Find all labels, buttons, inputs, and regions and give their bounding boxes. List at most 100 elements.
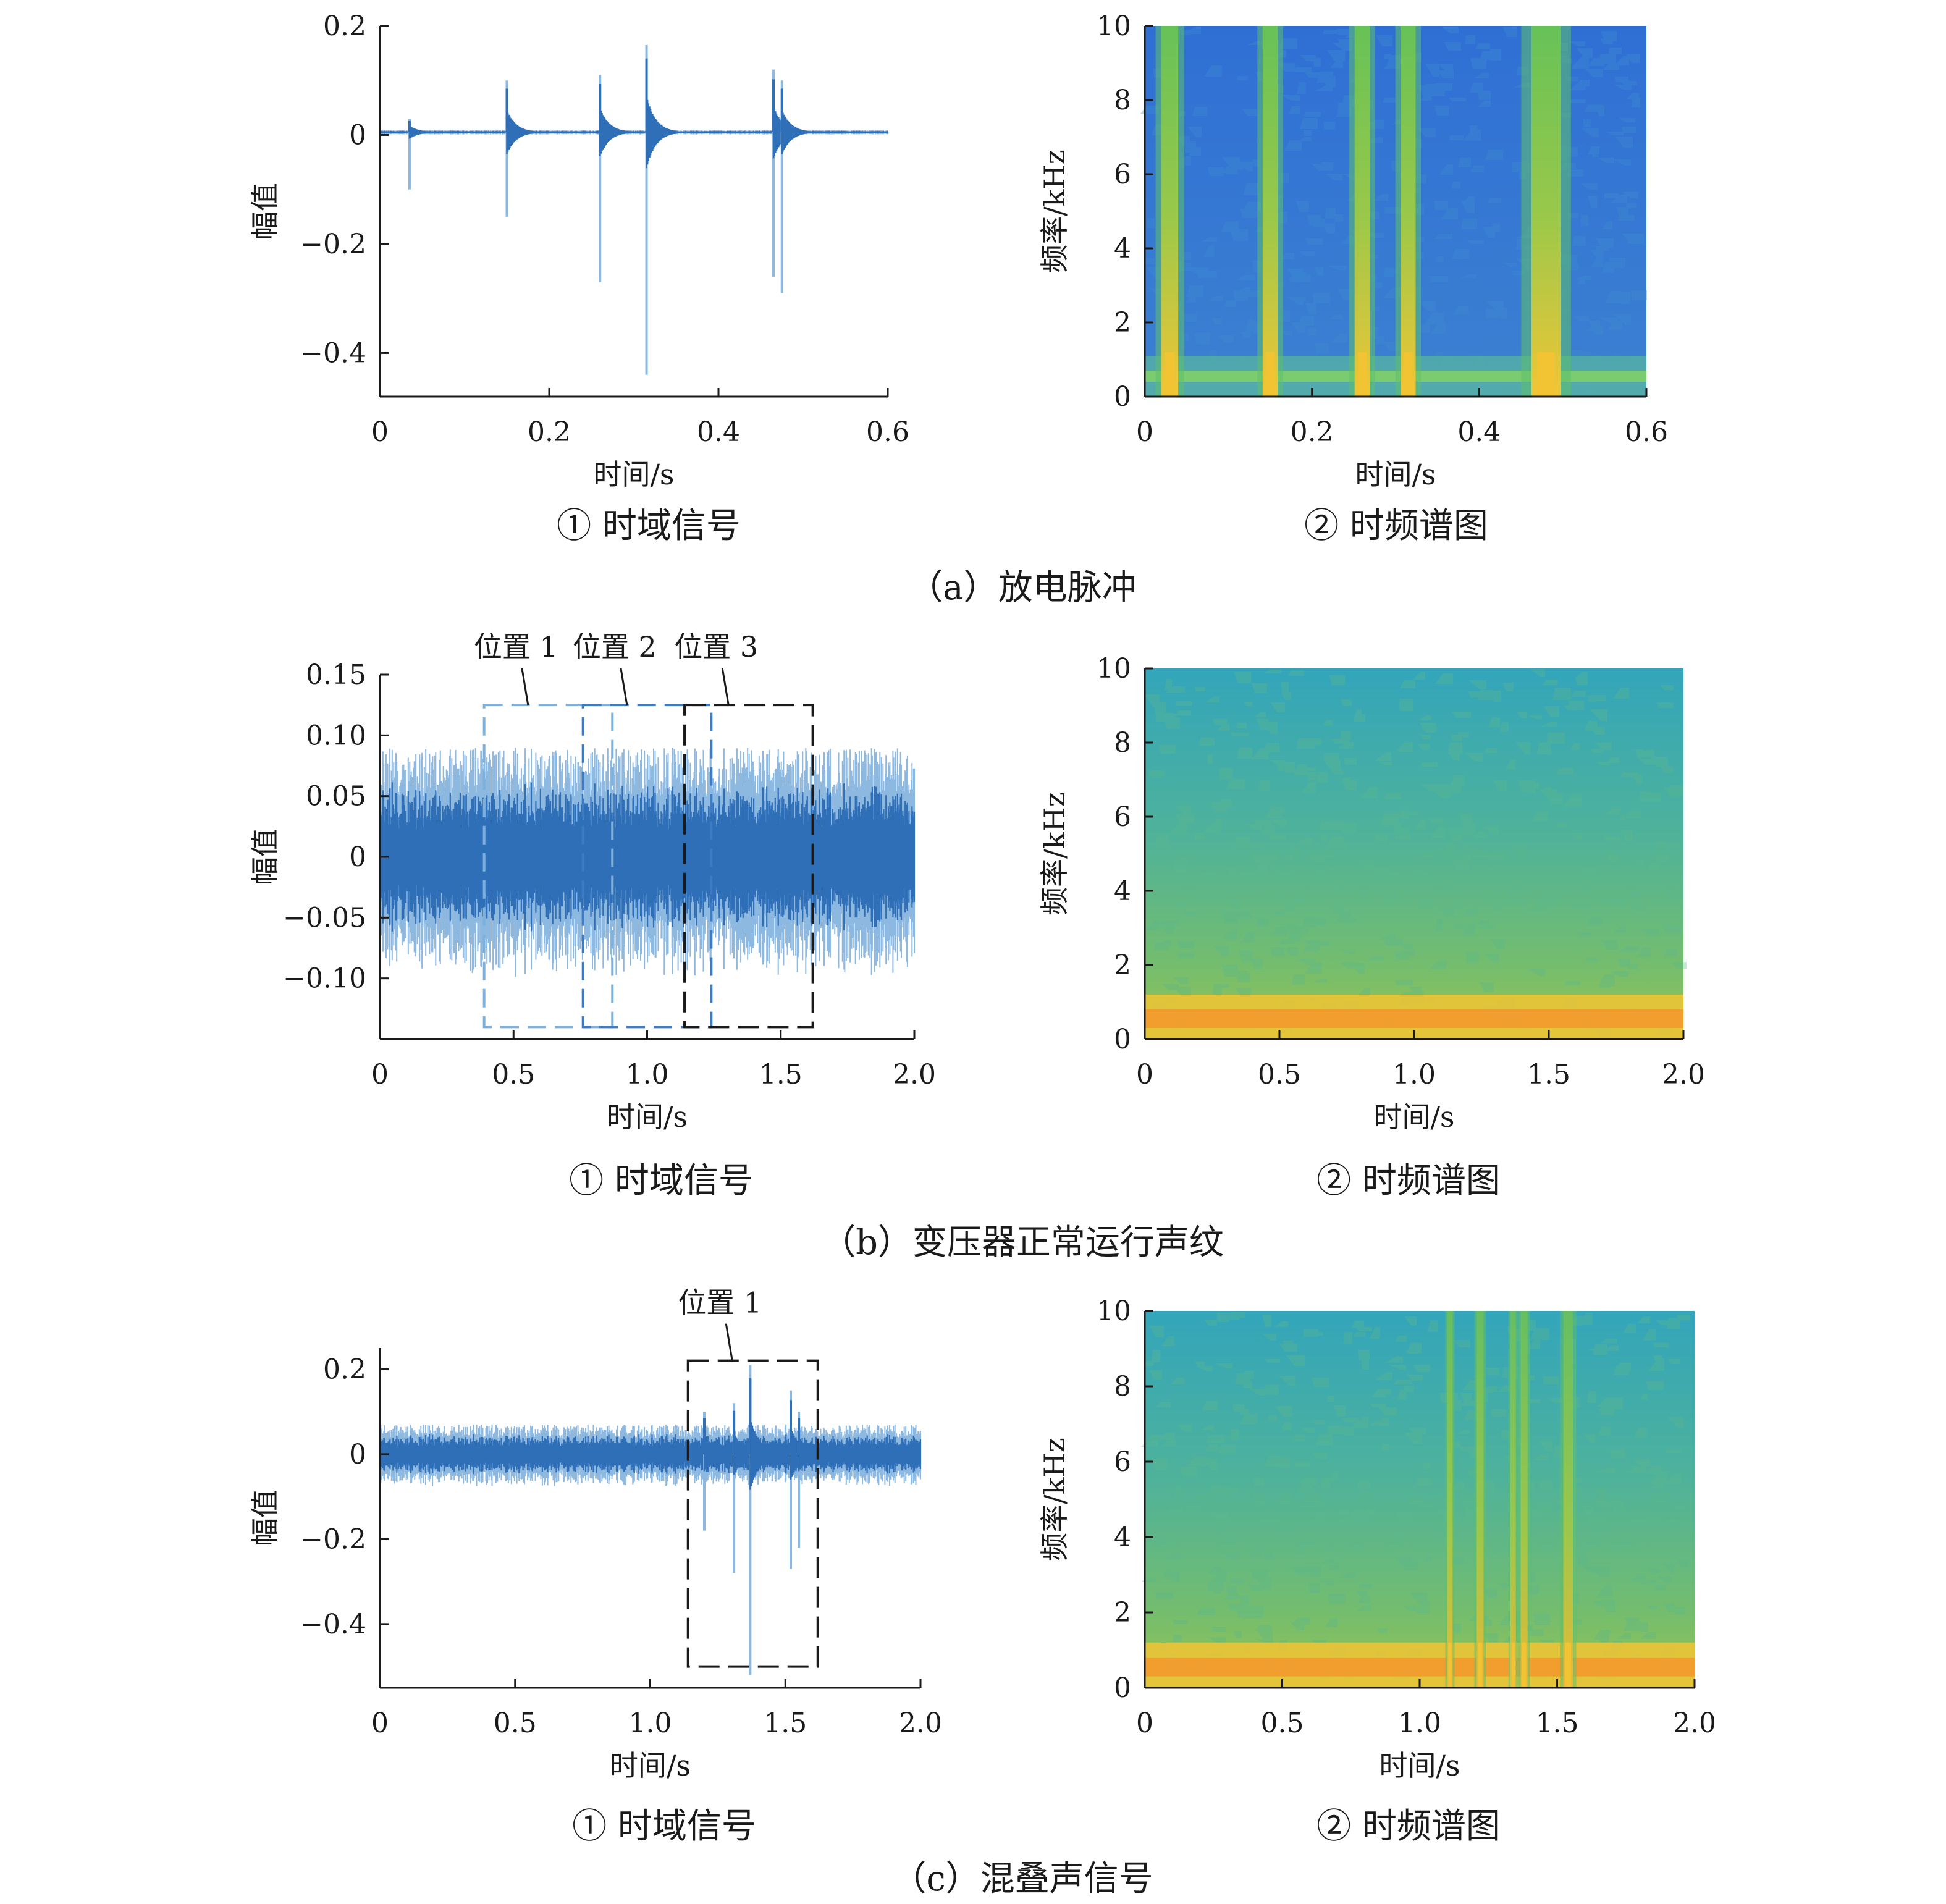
annotation-leader (725, 1323, 733, 1361)
pulse-decay (781, 110, 812, 154)
low-frequency-core (1145, 1658, 1695, 1677)
pulse-band (1401, 26, 1416, 397)
spectrogram-background (1145, 668, 1683, 1039)
y-tick-label: 4 (1114, 1522, 1131, 1553)
y-tick-label: 4 (1114, 233, 1131, 264)
time-domain-plot-a: 0.2 0 −0.2 −0.4 0 0.2 0.4 0.6 时间/s 幅值 (248, 11, 909, 491)
pulse-band-base (1511, 1642, 1515, 1688)
x-tick-label: 0 (371, 1059, 389, 1090)
pulse-band-base (1403, 352, 1413, 397)
y-tick-label: 10 (1097, 1295, 1131, 1327)
pulse-decay (749, 1418, 783, 1490)
x-tick-label: 0 (371, 1708, 389, 1739)
y-axis-label: 频率/kHz (1038, 1438, 1071, 1561)
time-domain-plot-c: 位置 1 0.2 0 −0.2 −0.4 0 0.5 1.0 1.5 2.0 时间/s 幅值 (248, 1286, 942, 1782)
y-tick-label: 10 (1097, 653, 1131, 685)
y-tick-label: 0 (349, 841, 366, 873)
x-tick-label: 0.5 (1261, 1708, 1304, 1739)
x-tick-label: 0 (1136, 1059, 1153, 1090)
x-tick-label: 0.4 (1457, 416, 1501, 448)
y-tick-label: 0.15 (306, 659, 366, 691)
annotation-leader (620, 667, 628, 706)
low-frequency-core (1145, 1009, 1683, 1028)
annotation-box (482, 704, 614, 1029)
pulse-band (1531, 26, 1561, 397)
annotation-label: 位置 1 (678, 1286, 762, 1320)
annotation-leader (721, 667, 730, 706)
subtitle-b2: ② 时频谱图 (1316, 1161, 1501, 1201)
pulse-decay (646, 96, 677, 169)
x-tick-label: 0.5 (492, 1059, 535, 1090)
y-tick-label: 0 (1114, 1024, 1131, 1055)
caption-a: （a）放电脉冲 (908, 568, 1136, 608)
pulse-band (1476, 1311, 1484, 1688)
x-axis-label: 时间/s (607, 1100, 688, 1134)
pulse-band-base (1357, 352, 1367, 397)
pulse-band (1520, 1311, 1528, 1688)
y-tick-label: 0 (1114, 1672, 1131, 1704)
pulse-decay (599, 108, 631, 156)
subtitle-a2: ② 时频谱图 (1304, 506, 1488, 546)
y-tick-label: 0.10 (306, 720, 366, 751)
x-tick-label: 0.6 (866, 416, 909, 448)
pulse-band-base (1565, 1642, 1571, 1688)
pulse-band-base (1265, 352, 1275, 397)
annotation-box (686, 1359, 819, 1668)
x-tick-label: 0.6 (1625, 416, 1668, 448)
pulse-band (1447, 1311, 1453, 1688)
x-axis-label: 时间/s (1379, 1749, 1460, 1782)
annotation-label: 位置 3 (674, 630, 758, 663)
spectrogram-plot-c: 0 2 4 6 8 10 0 0.5 1.0 1.5 2.0 时间/s 频率/kHz (1038, 1295, 1716, 1782)
x-tick-label: 0 (1136, 1708, 1153, 1739)
caption-b: （b）变压器正常运行声纹 (821, 1223, 1224, 1263)
x-tick-label: 1.5 (764, 1708, 807, 1739)
pulse-band-base (1448, 1642, 1452, 1688)
y-tick-label: 8 (1114, 727, 1131, 759)
x-tick-label: 0.2 (1291, 416, 1334, 448)
y-axis-label: 幅值 (248, 183, 282, 240)
y-tick-label: 6 (1114, 1446, 1131, 1478)
annotation-leader (521, 667, 529, 706)
subtitle-b1: ① 时域信号 (569, 1161, 753, 1201)
x-tick-label: 2.0 (899, 1708, 942, 1739)
x-tick-label: 2.0 (1662, 1059, 1705, 1090)
pulse-band-base (1478, 1642, 1483, 1688)
pulse-decay (506, 110, 537, 154)
subtitle-c2: ② 时频谱图 (1316, 1806, 1501, 1847)
annotation-label: 位置 2 (573, 630, 657, 663)
x-tick-label: 0 (371, 416, 389, 448)
annotation-box (581, 704, 713, 1029)
y-tick-label: 4 (1114, 875, 1131, 907)
y-tick-label: 2 (1114, 307, 1131, 339)
y-tick-label: 0 (1114, 381, 1131, 413)
y-tick-label: 10 (1097, 11, 1131, 42)
x-tick-label: 1.0 (1398, 1708, 1441, 1739)
y-axis-label: 幅值 (248, 1489, 282, 1546)
x-tick-label: 1.5 (1536, 1708, 1579, 1739)
x-tick-label: 1.5 (1527, 1059, 1570, 1090)
x-axis-label: 时间/s (1355, 458, 1436, 491)
pulse-band-base (1165, 352, 1175, 397)
x-tick-label: 1.0 (626, 1059, 669, 1090)
y-tick-label: 0.05 (306, 781, 366, 812)
y-tick-label: 2 (1114, 1597, 1131, 1628)
x-tick-label: 0.4 (697, 416, 740, 448)
annotation-label: 位置 1 (474, 630, 558, 663)
y-axis-label: 频率/kHz (1038, 792, 1071, 916)
x-tick-label: 1.0 (1392, 1059, 1436, 1090)
y-tick-label: 8 (1114, 1371, 1131, 1402)
pulse-band (1510, 1311, 1516, 1688)
x-tick-label: 2.0 (893, 1059, 936, 1090)
panel-b: 位置 1 位置 2 位置 3 0.15 0.10 0.05 0 −0.05 −0.10 0 0.5 1… (248, 630, 1705, 1263)
spectrogram-texture (1145, 669, 1687, 1038)
y-tick-label: −0.10 (283, 963, 366, 995)
x-axis-label: 时间/s (610, 1749, 691, 1782)
x-tick-label: 1.5 (759, 1059, 802, 1090)
x-axis-label: 时间/s (1373, 1100, 1454, 1134)
annotation-box (683, 704, 814, 1029)
y-tick-label: 6 (1114, 801, 1131, 833)
y-tick-label: −0.2 (300, 1523, 366, 1555)
spectrogram-texture (1140, 1312, 1690, 1686)
spectrogram-plot-a: 0 2 4 6 8 10 0 0.2 0.4 0.6 时间/s 频率/kHz (1038, 11, 1668, 491)
